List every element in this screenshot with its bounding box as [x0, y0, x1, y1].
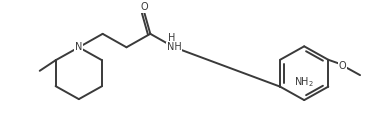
Text: N: N: [75, 42, 82, 52]
Text: H
N: H N: [168, 33, 176, 54]
Text: NH$_2$: NH$_2$: [294, 75, 314, 89]
Text: O: O: [338, 61, 346, 71]
Text: NH: NH: [167, 42, 182, 52]
Text: O: O: [140, 2, 148, 12]
